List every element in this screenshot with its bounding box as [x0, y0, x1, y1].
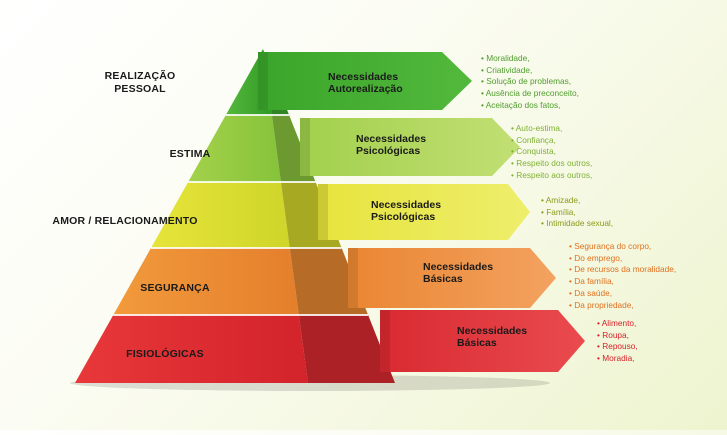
need-example-item: • Criatividade, — [481, 64, 533, 75]
need-example-item: • Da propriedade, — [569, 299, 634, 310]
arrow-fold-shade — [380, 310, 390, 372]
need-examples-fisiologicas: • Alimento, • Roupa, • Repouso, • Moradia, — [597, 318, 638, 365]
need-examples-amor-relacionamento: • Amizade, • Família, • Intimidade sexual, — [541, 195, 613, 230]
need-example-item: • Respeito aos outros, — [511, 169, 593, 180]
need-example-item: • Aceitação dos fatos, — [481, 99, 561, 110]
need-example-item: • Moralidade, — [481, 53, 530, 63]
need-example-item: • Repouso, — [597, 341, 638, 352]
need-label-fisiologicas: Necessidades Básicas — [457, 325, 528, 349]
need-label-realizacao-pessoal: Necessidades Autorealização — [328, 71, 403, 95]
pyramid-level-seguranca — [113, 248, 299, 315]
need-example-item: • Segurança do corpo, — [569, 241, 652, 251]
need-arrow-realizacao-pessoal — [258, 52, 472, 110]
need-example-item: • Amizade, — [541, 195, 581, 205]
need-example-item: • Moradia, — [597, 353, 635, 364]
need-example-item: • Respeito dos outros, — [511, 158, 593, 169]
level-label-realizacao-pessoal: REALIZAÇÃO PESSOAL — [104, 70, 176, 95]
need-examples-estima: • Auto-estima, • Confiança, • Conquista, • … — [511, 123, 592, 182]
need-example-item: • Ausência de preconceito, — [481, 88, 579, 99]
level-label-fisiologicas: FISIOLÓGICAS — [126, 348, 204, 360]
arrow-fold-shade — [348, 248, 358, 308]
need-label-estima: Necessidades Psicológicas — [356, 133, 427, 157]
need-label-seguranca: Necessidades Básicas — [423, 261, 494, 285]
need-example-item: • Família, — [541, 206, 576, 217]
need-example-item: • Da família, — [569, 276, 614, 287]
need-example-item: • Conquista, — [511, 146, 556, 157]
need-example-item: • Auto-estima, — [511, 123, 563, 133]
need-example-item: • Solução de problemas, — [481, 76, 572, 87]
pyramid-side-fisiologicas — [298, 315, 395, 383]
arrow-fold-shade — [300, 118, 310, 176]
need-arrow-amor-relacionamento — [318, 184, 530, 240]
arrow-fold-shade — [318, 184, 328, 240]
need-arrow-seguranca — [348, 248, 556, 308]
pyramid-level-estima — [188, 115, 281, 182]
need-label-amor-relacionamento: Necessidades Psicológicas — [371, 199, 442, 223]
need-example-item: • Roupa, — [597, 329, 629, 340]
need-example-item: • Intimidade sexual, — [541, 218, 614, 229]
need-example-item: • Confiança, — [511, 134, 556, 145]
need-arrow-fisiologicas — [380, 310, 585, 372]
need-arrow-estima — [300, 118, 520, 176]
level-label-seguranca: SEGURANÇA — [140, 282, 210, 294]
arrow-fold-shade — [258, 52, 268, 110]
need-examples-realizacao-pessoal: • Moralidade, • Criatividade, • Solução de… — [481, 53, 579, 112]
need-example-item: • Da saúde, — [569, 287, 613, 298]
pyramid-level-fisiologicas — [75, 315, 308, 383]
need-example-item: • Alimento, — [597, 318, 637, 328]
need-example-item: • De recursos da moralidade, — [569, 264, 677, 275]
level-label-amor-relacionamento: AMOR / RELACIONAMENTO — [52, 215, 198, 227]
level-label-estima: ESTIMA — [169, 148, 211, 160]
pyramid-level-amor-relacionamento — [150, 182, 290, 248]
need-example-item: • Do emprego, — [569, 252, 623, 263]
need-examples-seguranca: • Segurança do corpo, • Do emprego, • De r… — [569, 241, 676, 311]
